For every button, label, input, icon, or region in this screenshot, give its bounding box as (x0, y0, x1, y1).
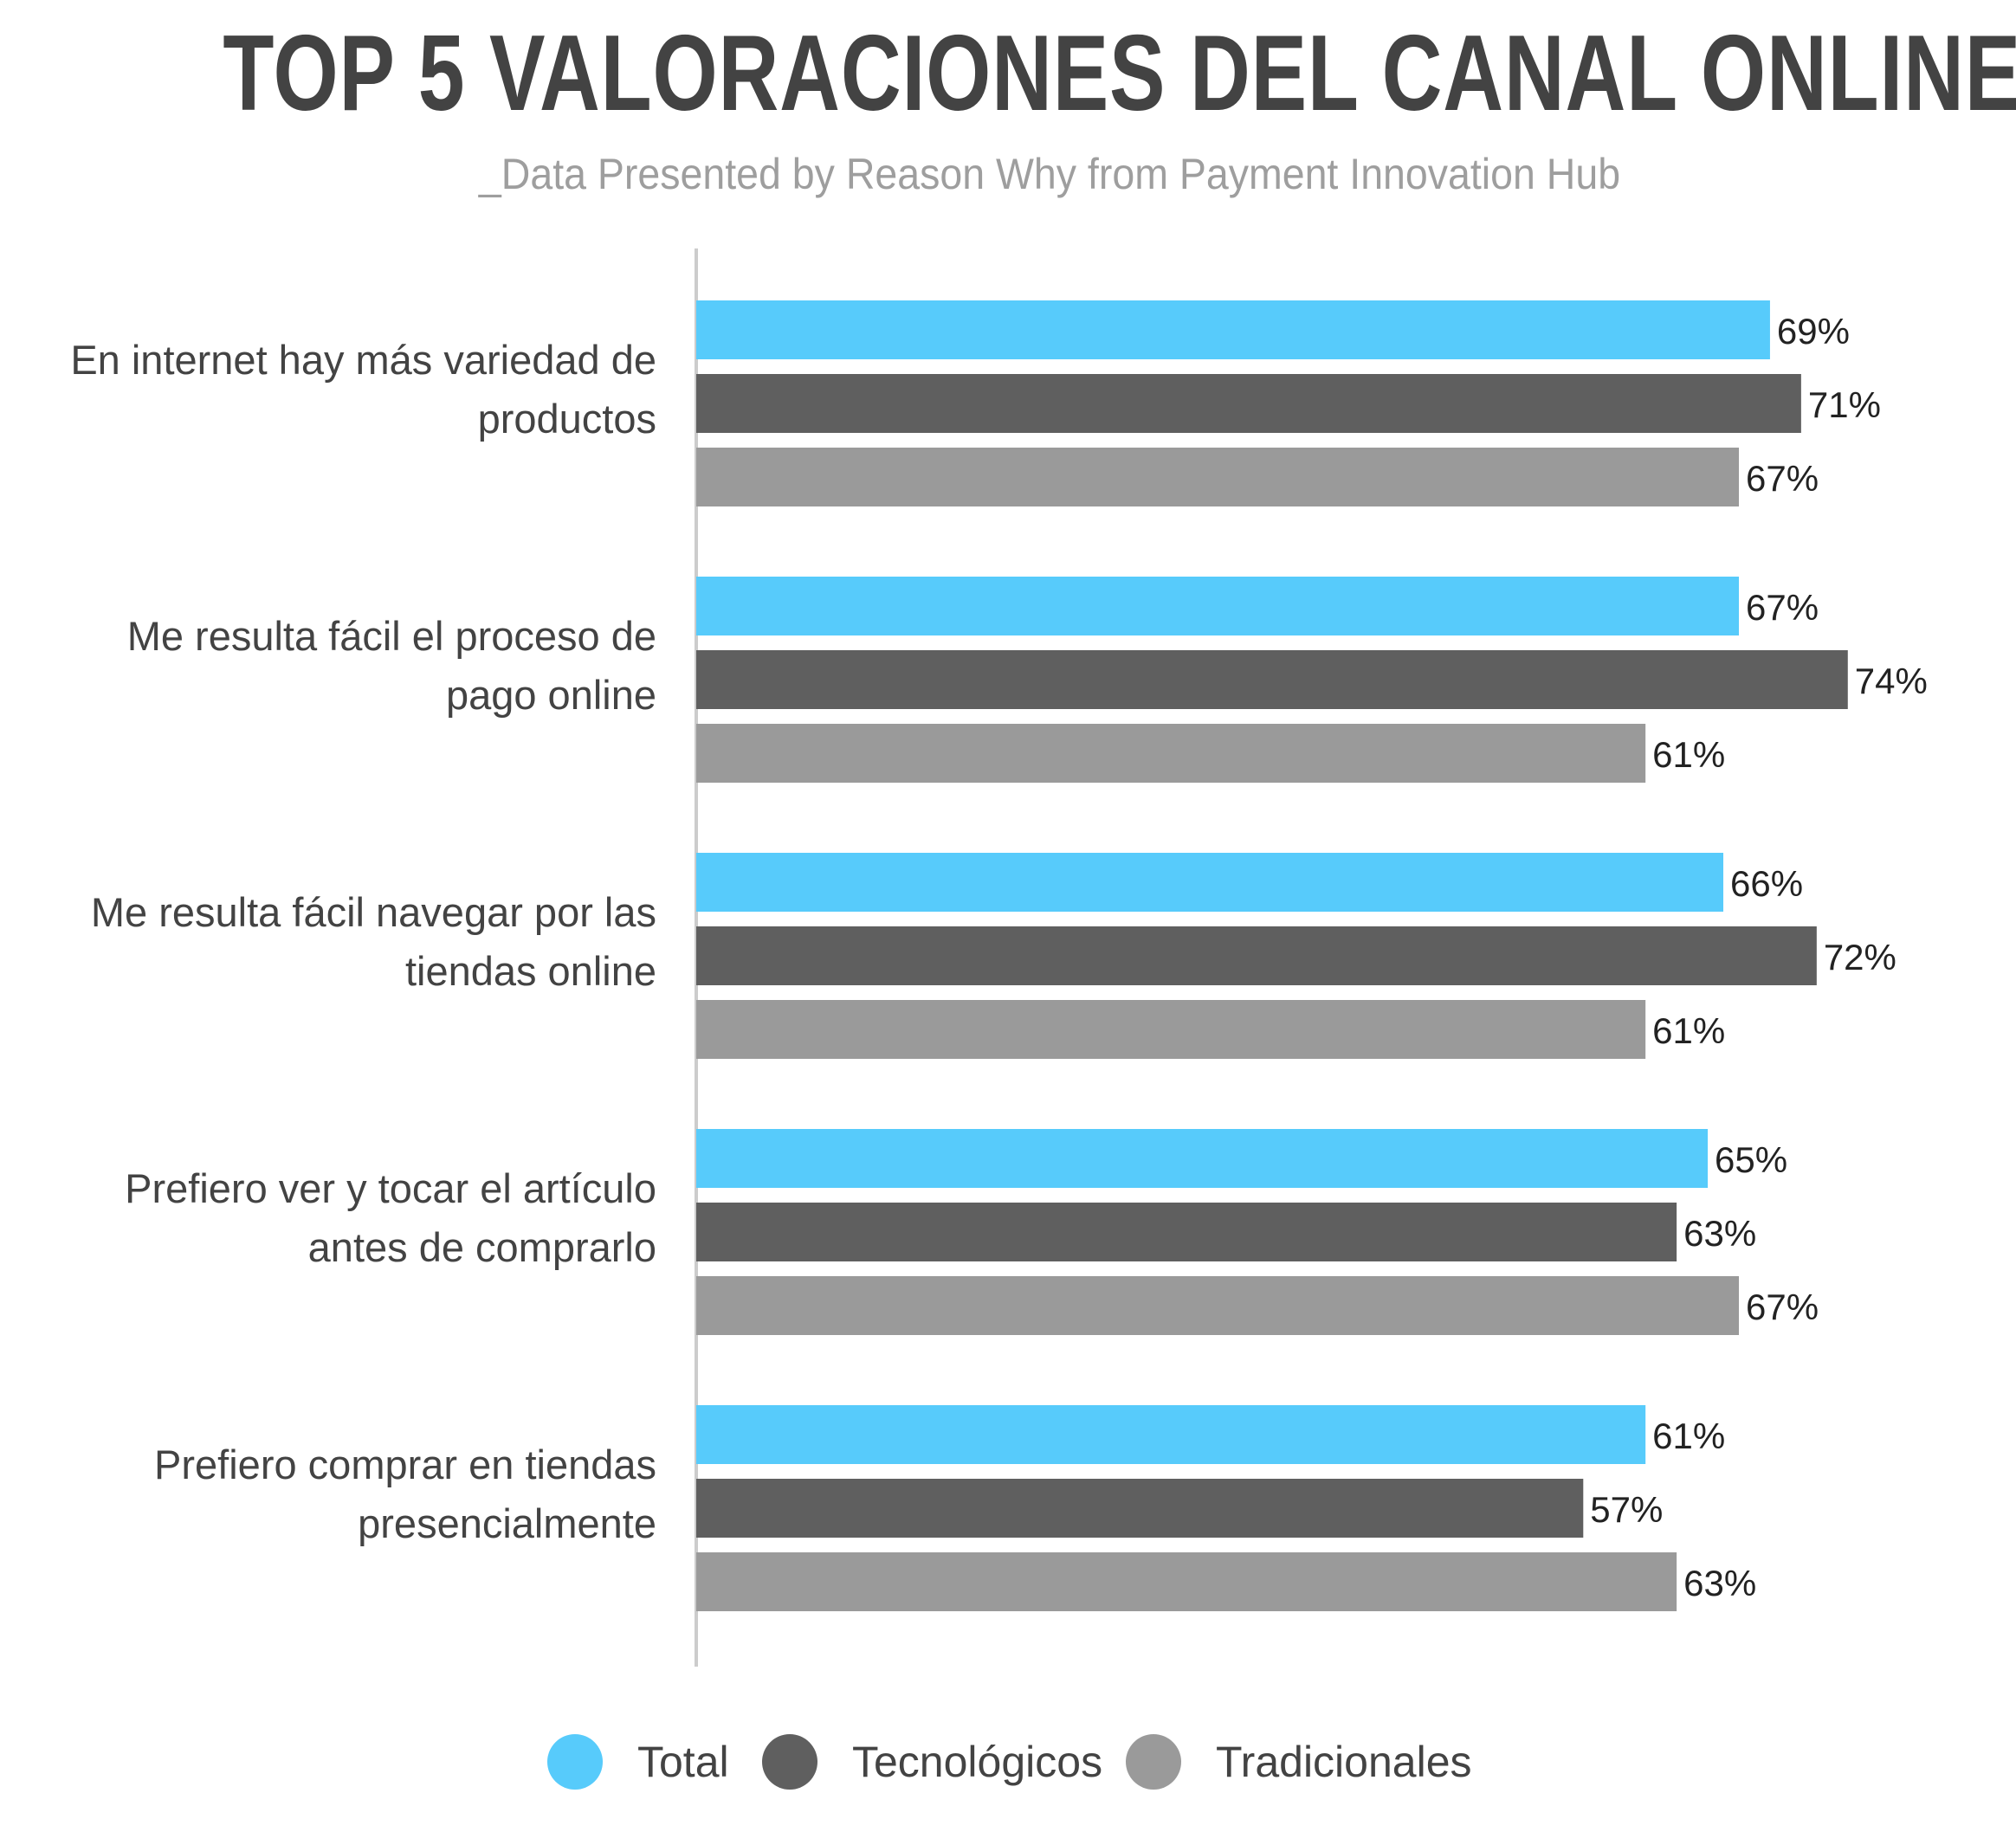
bar-tradicionales (696, 1276, 1739, 1335)
bar-tradicionales (696, 1552, 1677, 1611)
data-label: 61% (1652, 1010, 1725, 1051)
category-label-line: pago online (446, 672, 656, 718)
bar-tradicionales (696, 1000, 1646, 1059)
legend-item-total: Total (547, 1727, 729, 1797)
category-label: En internet hay más variedad de productos (70, 337, 656, 442)
category-label-line: En internet hay más variedad de (70, 337, 656, 383)
data-label: 57% (1590, 1489, 1663, 1530)
legend-label-tradicionales: Tradicionales (1216, 1738, 1472, 1786)
data-label: 69% (1777, 311, 1850, 352)
bar-tecnologicos (696, 1479, 1584, 1538)
data-label: 63% (1683, 1563, 1756, 1603)
category-label-line: Me resulta fácil el proceso de (127, 613, 656, 659)
category-label-line: antes de comprarlo (308, 1224, 656, 1270)
bar-tecnologicos (696, 1203, 1677, 1261)
bar-chart: En internet hay más variedad de productos… (70, 248, 1928, 1667)
data-label: 63% (1683, 1213, 1756, 1254)
bar-total (696, 853, 1724, 912)
category-label: Prefiero ver y tocar el artículo antes de… (125, 1165, 656, 1270)
legend-label-tecnologicos: Tecnológicos (852, 1738, 1103, 1786)
bar-tecnologicos (696, 650, 1848, 709)
legend-swatch-tradicionales (1126, 1734, 1181, 1790)
data-label: 61% (1652, 1416, 1725, 1456)
legend-swatch-total (547, 1734, 603, 1790)
data-label: 72% (1824, 937, 1896, 977)
category-label: Me resulta fácil el proceso de pago onlin… (127, 613, 656, 718)
category-label-line: tiendas online (405, 948, 656, 994)
category-label-line: productos (478, 396, 656, 442)
bar-total (696, 1129, 1709, 1188)
category-label-line: Prefiero ver y tocar el artículo (125, 1165, 656, 1211)
category-label-line: Prefiero comprar en tiendas (154, 1442, 656, 1487)
chart-title: TOP 5 VALORACIONES DEL CANAL ONLINE (223, 14, 2016, 133)
chart-subtitle: _Data Presented by Reason Why from Payme… (478, 150, 1621, 198)
bar-total (696, 1405, 1646, 1464)
bar-tradicionales (696, 448, 1739, 506)
data-label: 67% (1746, 1287, 1819, 1327)
data-label: 67% (1746, 458, 1819, 499)
category-label-line: presencialmente (358, 1500, 656, 1546)
data-label: 74% (1855, 661, 1928, 701)
bar-total (696, 300, 1770, 359)
data-label: 65% (1715, 1139, 1787, 1180)
category-label: Me resulta fácil navegar por las tiendas … (91, 889, 656, 994)
data-label: 66% (1730, 863, 1803, 904)
data-label: 71% (1808, 384, 1881, 425)
bar-tradicionales (696, 724, 1646, 783)
data-label: 67% (1746, 587, 1819, 628)
legend-swatch-tecnologicos (762, 1734, 817, 1790)
legend-label-total: Total (637, 1738, 729, 1786)
legend-item-tradicionales: Tradicionales (1126, 1727, 1472, 1797)
legend-item-tecnologicos: Tecnológicos (762, 1727, 1102, 1797)
bar-tecnologicos (696, 926, 1817, 985)
category-label-line: Me resulta fácil navegar por las (91, 889, 656, 935)
data-label: 61% (1652, 734, 1725, 775)
bar-tecnologicos (696, 374, 1801, 433)
bar-total (696, 577, 1739, 635)
category-label: Prefiero comprar en tiendas presencialmen… (154, 1442, 656, 1546)
chart-legend: Total Tecnológicos Tradicionales (0, 1727, 2016, 1797)
